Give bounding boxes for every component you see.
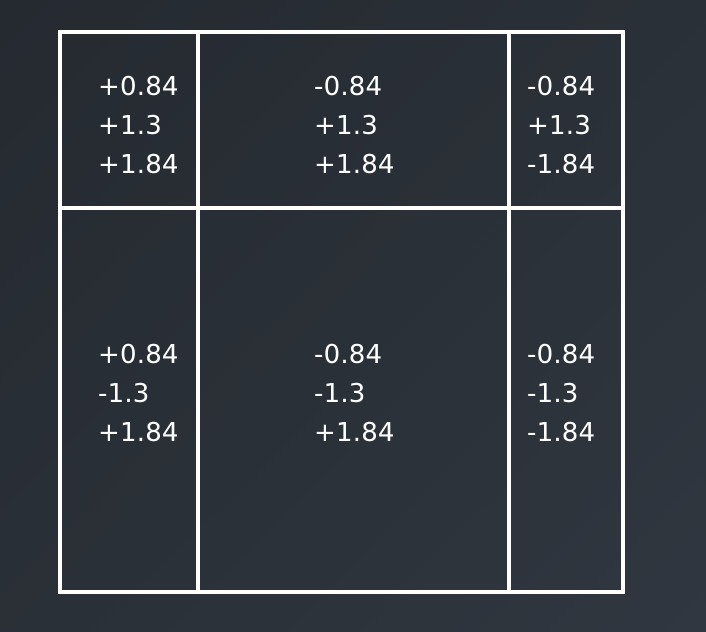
cell-values: -0.84 +1.3 +1.84 bbox=[314, 68, 395, 185]
cell-bottom-middle: -0.84 -1.3 +1.84 bbox=[200, 210, 507, 590]
cell-value: +1.84 bbox=[314, 418, 395, 448]
cell-bottom-right: -0.84 -1.3 -1.84 bbox=[511, 210, 621, 590]
cell-value: -1.3 bbox=[527, 379, 579, 409]
cell-value: +1.84 bbox=[314, 150, 395, 180]
cell-value: -1.3 bbox=[314, 379, 366, 409]
cell-value: -1.84 bbox=[527, 418, 596, 448]
cell-value: +1.3 bbox=[527, 111, 591, 141]
cell-value: -0.84 bbox=[527, 72, 596, 102]
horizontal-divider bbox=[62, 206, 621, 210]
cell-top-right: -0.84 +1.3 -1.84 bbox=[511, 34, 621, 206]
cell-value: +1.3 bbox=[314, 111, 378, 141]
vertical-divider-right bbox=[507, 34, 511, 590]
cell-values: -0.84 -1.3 +1.84 bbox=[314, 336, 395, 453]
cell-values: -0.84 -1.3 -1.84 bbox=[527, 336, 595, 453]
cell-value: -1.3 bbox=[98, 379, 150, 409]
cell-value: +1.84 bbox=[98, 150, 179, 180]
cell-value: -0.84 bbox=[314, 72, 383, 102]
cell-bottom-left: +0.84 -1.3 +1.84 bbox=[62, 210, 196, 590]
cell-value: +1.3 bbox=[98, 111, 162, 141]
cell-value: +1.84 bbox=[98, 418, 179, 448]
cell-value: +0.84 bbox=[98, 340, 179, 370]
cell-value: -0.84 bbox=[527, 340, 596, 370]
vertical-divider-left bbox=[196, 34, 200, 590]
cell-value: -0.84 bbox=[314, 340, 383, 370]
value-grid: +0.84 +1.3 +1.84 -0.84 +1.3 +1.84 -0.84 … bbox=[58, 30, 625, 594]
cell-values: +0.84 +1.3 +1.84 bbox=[98, 68, 179, 185]
cell-value: +0.84 bbox=[98, 72, 179, 102]
cell-values: +0.84 -1.3 +1.84 bbox=[98, 336, 179, 453]
cell-top-left: +0.84 +1.3 +1.84 bbox=[62, 34, 196, 206]
cell-top-middle: -0.84 +1.3 +1.84 bbox=[200, 34, 507, 206]
cell-value: -1.84 bbox=[527, 150, 596, 180]
cell-values: -0.84 +1.3 -1.84 bbox=[527, 68, 595, 185]
